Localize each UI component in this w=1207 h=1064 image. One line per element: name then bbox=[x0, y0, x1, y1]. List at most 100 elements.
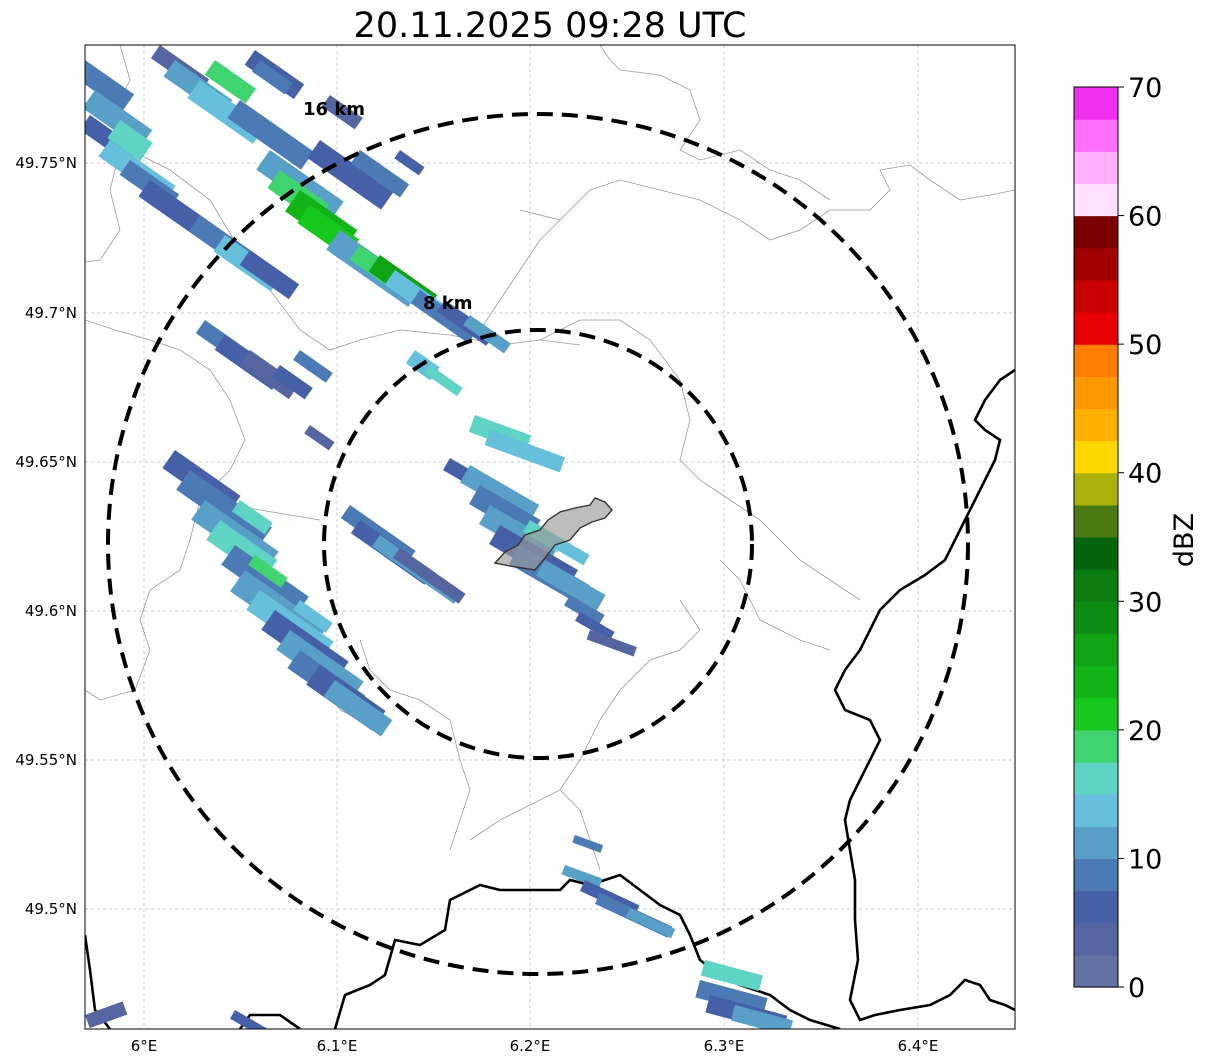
colorbar-segment bbox=[1074, 183, 1118, 217]
map-frame bbox=[84, 44, 1016, 1030]
radar-echo-cell bbox=[231, 500, 273, 535]
lon-tick-label: 6.2°E bbox=[510, 1037, 551, 1055]
radar-echo-cell bbox=[239, 250, 300, 300]
lat-tick-label: 49.7°N bbox=[25, 304, 77, 322]
colorbar-tick-label: 20 bbox=[1128, 716, 1162, 747]
radar-echo-cell bbox=[138, 180, 208, 237]
radar-echo-cell bbox=[229, 1010, 279, 1029]
colorbar-segment bbox=[1074, 729, 1118, 763]
colorbar-segment bbox=[1074, 826, 1118, 860]
colorbar-tick-label: 30 bbox=[1128, 587, 1162, 618]
radar-echo-cell bbox=[700, 959, 763, 991]
colorbar-segment bbox=[1074, 151, 1118, 185]
colorbar-segment bbox=[1074, 472, 1118, 506]
colorbar-frame bbox=[1073, 86, 1119, 988]
lon-tick-label: 6.1°E bbox=[317, 1037, 358, 1055]
colorbar-segment bbox=[1074, 87, 1118, 120]
radar-echo-cell bbox=[321, 95, 363, 130]
radar-echo-cell bbox=[85, 60, 135, 111]
radar-echo-cell bbox=[730, 1005, 793, 1029]
radar-echo-cell bbox=[293, 350, 333, 383]
colorbar-tick-label: 10 bbox=[1128, 844, 1162, 875]
colorbar-segment bbox=[1074, 954, 1118, 988]
colorbar-segment bbox=[1074, 697, 1118, 731]
lat-tick-label: 49.5°N bbox=[25, 900, 77, 918]
radar-echo-cell bbox=[293, 600, 333, 633]
lon-tick-label: 6°E bbox=[131, 1037, 158, 1055]
colorbar-tick-label: 0 bbox=[1128, 973, 1145, 1004]
colorbar-segment bbox=[1074, 215, 1118, 249]
longitude-tick-labels: 6°E 6.1°E 6.2°E 6.3°E 6.4°E bbox=[131, 1037, 939, 1055]
radar-echo-cell bbox=[536, 560, 606, 611]
radar-echo-cell bbox=[484, 430, 566, 473]
radar-echo-cell bbox=[575, 612, 615, 641]
radar-echo-cell bbox=[107, 119, 153, 161]
colorbar-segment bbox=[1074, 601, 1118, 635]
lat-tick-label: 49.6°N bbox=[25, 602, 77, 620]
radar-echo-cell bbox=[271, 365, 313, 400]
colorbar-tick-label: 50 bbox=[1128, 330, 1162, 361]
map-plot-area bbox=[85, 45, 1015, 1029]
colorbar-segment bbox=[1074, 440, 1118, 474]
colorbar-segment bbox=[1074, 569, 1118, 602]
radar-echo-cell bbox=[394, 150, 425, 176]
radar-echo-cell bbox=[251, 59, 293, 95]
colorbar-segment bbox=[1074, 794, 1118, 827]
latitude-tick-labels: 49.75°N 49.7°N 49.65°N 49.6°N 49.55°N 49.5°N bbox=[15, 154, 77, 918]
radar-echo-cell bbox=[221, 545, 309, 617]
map-title: 20.11.2025 09:28 UTC bbox=[353, 6, 747, 46]
colorbar-segment bbox=[1074, 762, 1118, 795]
colorbar-segment bbox=[1074, 858, 1118, 892]
colorbar-tick-label: 60 bbox=[1128, 202, 1162, 233]
radar-echo-cell bbox=[393, 548, 466, 604]
radar-echo-cell bbox=[239, 349, 300, 400]
colorbar-segment bbox=[1074, 665, 1118, 699]
colorbar-segment bbox=[1074, 119, 1118, 152]
range-ring-8km bbox=[322, 328, 754, 760]
colorbar-segment bbox=[1074, 504, 1118, 538]
map-gridlines bbox=[85, 45, 1015, 1029]
colorbar-tick-label: 70 bbox=[1128, 73, 1162, 104]
colorbar-segment bbox=[1074, 537, 1118, 570]
radar-echo-cell bbox=[572, 835, 604, 853]
radar-echo-cell bbox=[323, 680, 393, 737]
colorbar-segment bbox=[1074, 408, 1118, 442]
city-outline-shaded bbox=[493, 497, 613, 571]
colorbar: 0 10 20 30 40 50 60 70 bbox=[1073, 73, 1162, 1004]
radar-echo-cell bbox=[564, 594, 605, 626]
colorbar-segment bbox=[1074, 376, 1118, 410]
colorbar-label: dBZ bbox=[1169, 513, 1200, 567]
radar-echo-cell bbox=[204, 59, 256, 104]
radar-echo-cell bbox=[176, 470, 272, 548]
radar-echo-cell bbox=[586, 629, 637, 657]
colorbar-segment bbox=[1074, 247, 1118, 281]
radar-echo-cell bbox=[561, 864, 603, 889]
range-ring-label-16km: 16 km bbox=[303, 99, 365, 120]
radar-echoes bbox=[85, 45, 793, 1029]
colorbar-segment bbox=[1074, 890, 1118, 924]
radar-echo-cell bbox=[424, 364, 463, 397]
radar-echo-cell bbox=[227, 100, 314, 170]
lat-tick-label: 49.75°N bbox=[15, 154, 77, 172]
radar-echo-cell bbox=[85, 1001, 128, 1029]
lon-tick-label: 6.4°E bbox=[898, 1037, 939, 1055]
radar-echo-cell bbox=[248, 555, 288, 588]
range-ring-label-8km: 8 km bbox=[423, 293, 473, 314]
colorbar-segment bbox=[1074, 279, 1118, 313]
radar-echo-cell bbox=[304, 425, 335, 451]
lat-tick-label: 49.55°N bbox=[15, 751, 77, 769]
radar-echo-cell bbox=[350, 150, 410, 198]
range-ring-16km bbox=[106, 112, 970, 976]
radar-echo-cell bbox=[410, 289, 478, 344]
radar-echo-cell bbox=[625, 908, 676, 939]
radar-echo-cell bbox=[307, 140, 394, 210]
colorbar-tick-label: 40 bbox=[1128, 459, 1162, 490]
lat-tick-label: 49.65°N bbox=[15, 453, 77, 471]
range-rings bbox=[106, 112, 970, 976]
colorbar-segment bbox=[1074, 922, 1118, 956]
lon-tick-label: 6.3°E bbox=[704, 1037, 745, 1055]
colorbar-segment bbox=[1074, 344, 1118, 377]
colorbar-segment bbox=[1074, 633, 1118, 667]
colorbar-segment bbox=[1074, 312, 1118, 345]
